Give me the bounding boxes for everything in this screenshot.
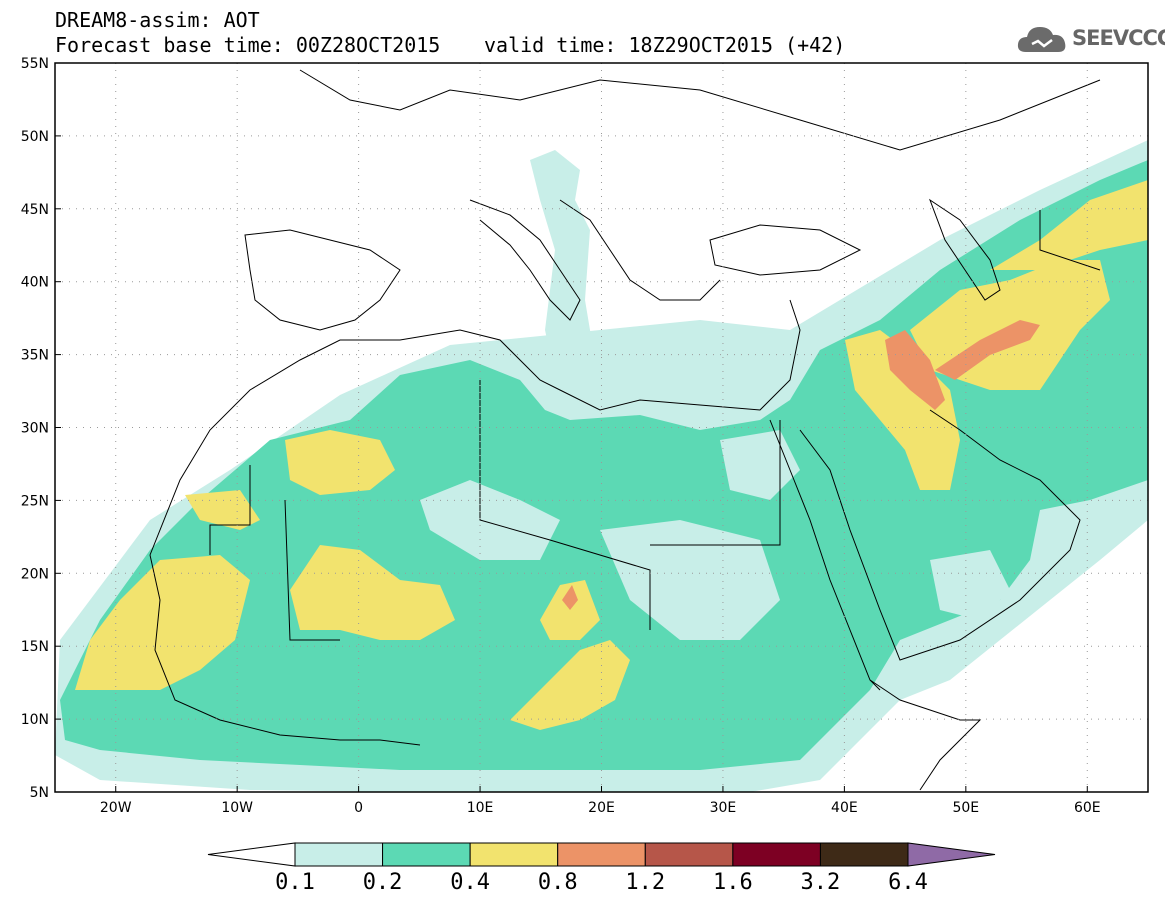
colorbar-segment [732, 842, 821, 867]
colorbar-segment [819, 842, 909, 867]
aot-band-0.4-w [75, 555, 250, 690]
coast-arabia [799, 409, 1081, 661]
lat-tick-label: 25N [21, 493, 49, 509]
colorbar-segment [644, 842, 734, 867]
border-1 [209, 465, 251, 555]
lat-tick-label: 55N [21, 56, 49, 72]
coast-black-sea [709, 224, 862, 276]
aot-field [55, 140, 1148, 792]
lon-tick-label: 20E [588, 800, 615, 816]
logo-text: SEEVCCC [1072, 26, 1165, 50]
lat-tick-label: 50N [21, 129, 49, 145]
aot-hole-4 [930, 550, 1010, 620]
coast-west-africa [149, 554, 421, 746]
coast-north-europe [299, 69, 1101, 151]
colorbar-label: 0.2 [362, 870, 403, 895]
border-2 [284, 499, 340, 641]
colorbar-label: 1.2 [625, 870, 666, 895]
lat-tick-label: 20N [21, 566, 49, 582]
colorbar-label: 6.4 [888, 870, 928, 895]
coast-north-africa [149, 299, 801, 556]
coast-italy [469, 199, 581, 321]
lat-tick-label: 45N [21, 202, 49, 218]
lat-tick-label: 40N [21, 275, 49, 291]
aot-band-0.4-sudan [510, 640, 630, 730]
lat-tick-label: 10N [21, 712, 49, 728]
border-3 [479, 380, 651, 630]
lon-tick-label: 60E [1074, 800, 1101, 816]
aot-band-0.8-chad [562, 585, 578, 610]
lon-tick-label: 0 [354, 800, 363, 816]
aot-band-0.4-caspian [990, 180, 1148, 270]
aot-band-0.1-italy [530, 150, 600, 400]
lat-tick-label: 5N [30, 785, 49, 801]
border-4 [650, 420, 781, 546]
lat-tick-label: 15N [21, 639, 49, 655]
map-title: DREAM8-assim: AOT [55, 8, 260, 32]
colorbar-label: 0.8 [537, 870, 578, 895]
axis-ticks: 20W 10W 0 10E 20E 30E 40E 50E 60E 55N 50N 45N 40N 35N… [21, 56, 1101, 816]
colorbar-over-triangle [907, 842, 996, 867]
valid-time: valid time: 18Z29OCT2015 (+42) [484, 33, 846, 57]
colorbar-label: 3.2 [800, 870, 841, 895]
lon-tick-label: 40E [831, 800, 858, 816]
cloud-icon [1017, 27, 1066, 52]
colorbar-segment [469, 842, 559, 867]
lon-tick-label: 50E [952, 800, 979, 816]
colorbar-segment [382, 842, 471, 867]
aot-band-0.4-w2 [285, 430, 395, 495]
colorbar-label: 0.4 [450, 870, 491, 895]
lat-tick-label: 35N [21, 348, 49, 364]
border-5 [1039, 210, 1101, 271]
colorbar-under-triangle [207, 842, 296, 867]
colorbar [207, 842, 996, 867]
lat-tick-label: 30N [21, 421, 49, 437]
coast-caspian [928, 198, 1001, 301]
aot-band-0.4-arabia [845, 330, 960, 490]
colorbar-label: 1.6 [712, 870, 753, 895]
lon-tick-label: 10W [221, 800, 253, 816]
coast-horn [869, 679, 982, 791]
colorbar-label: 0.1 [275, 870, 315, 895]
lon-tick-label: 20W [100, 800, 132, 816]
coast-iberia [244, 229, 401, 331]
aot-hole-2 [600, 520, 780, 640]
aot-band-0.8-iraq [885, 330, 945, 410]
lon-tick-label: 30E [710, 800, 737, 816]
aot-band-0.8-iran [935, 320, 1040, 380]
seevccc-logo: SEEVCCC [1016, 22, 1165, 56]
aot-band-0.4-mali [290, 545, 455, 640]
forecast-base-time: Forecast base time: 00Z28OCT2015 [55, 33, 441, 57]
aot-band-0.4-w3 [185, 490, 260, 530]
colorbar-segment [294, 842, 384, 867]
coast-balkans [559, 199, 721, 301]
coastlines [149, 69, 1101, 791]
lon-tick-label: 10E [467, 800, 494, 816]
colorbar-segment [557, 842, 646, 867]
